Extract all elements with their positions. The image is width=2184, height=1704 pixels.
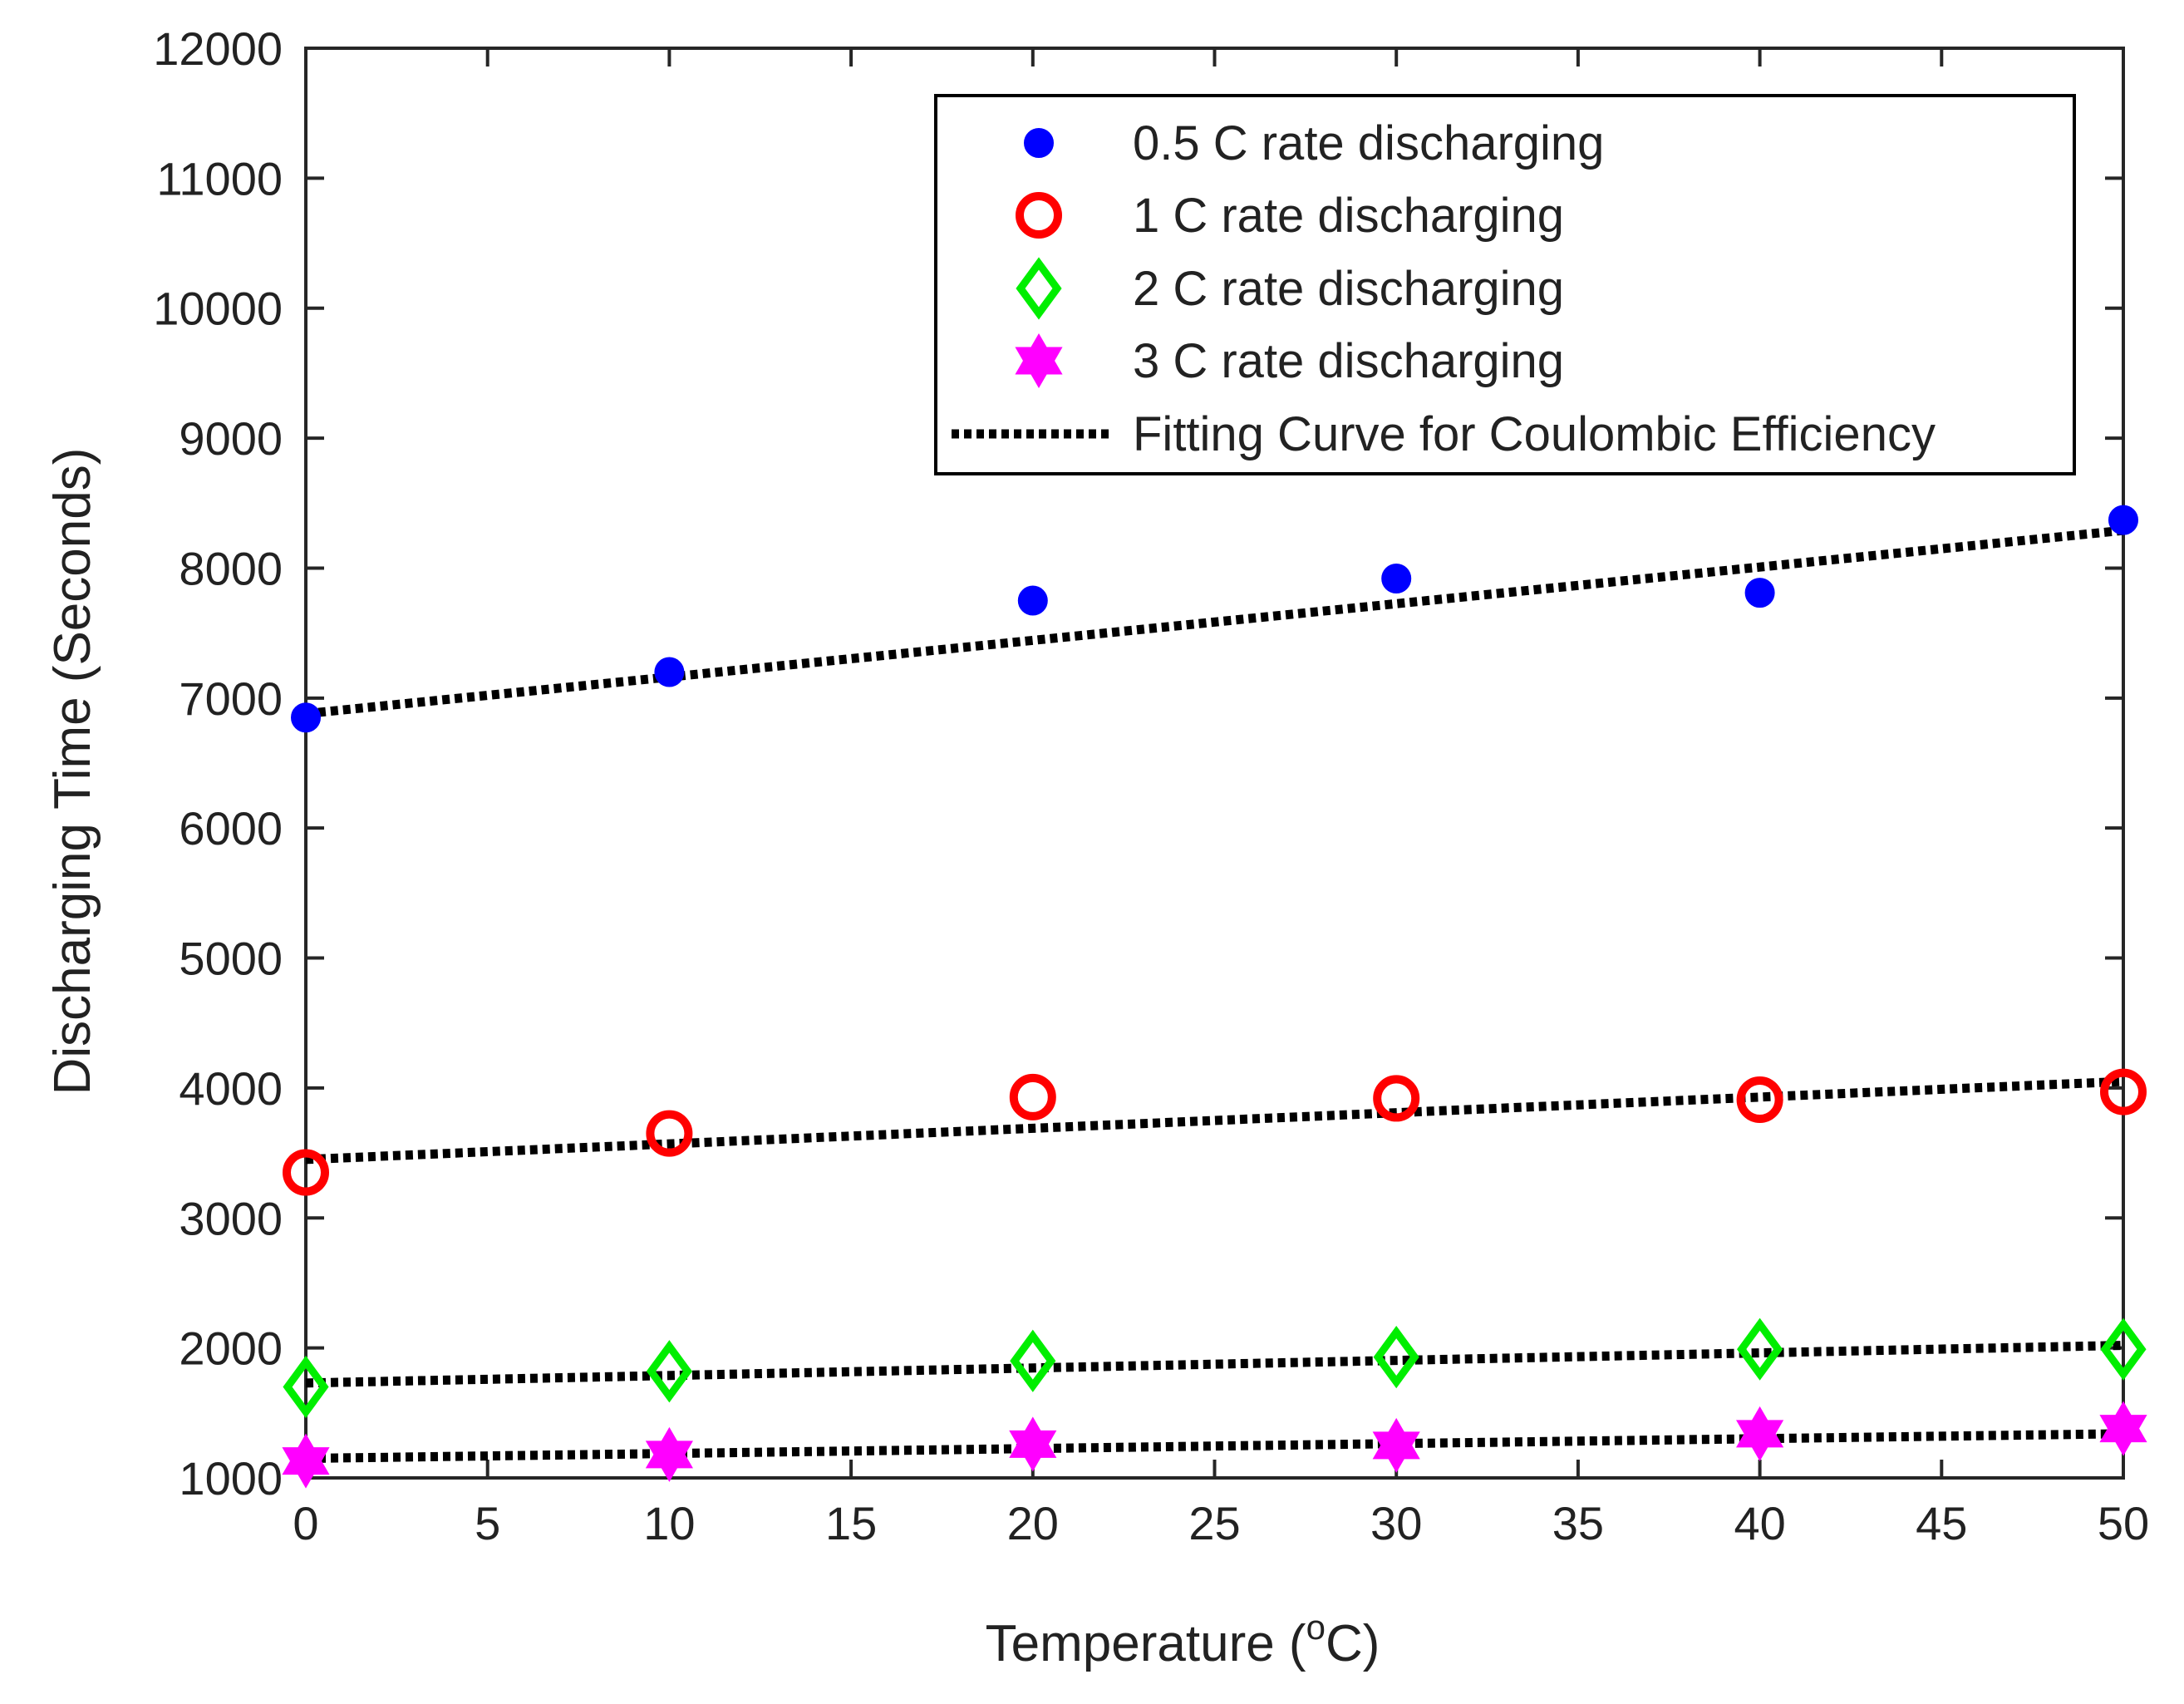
data-point xyxy=(283,1149,329,1196)
data-point xyxy=(1736,1076,1783,1123)
legend-label: 1 C rate discharging xyxy=(1133,189,1564,243)
y-tick-label: 9000 xyxy=(179,412,283,465)
data-markers xyxy=(282,505,2147,1489)
data-point xyxy=(1381,563,1412,593)
y-tick-label: 5000 xyxy=(179,933,283,985)
legend-marker xyxy=(1024,128,1054,158)
x-tick-label: 50 xyxy=(2098,1497,2149,1549)
data-point xyxy=(1736,1406,1784,1461)
x-tick-label: 15 xyxy=(825,1497,877,1549)
x-tick-label: 40 xyxy=(1734,1497,1785,1549)
x-axis: 0 5 10 15 20 25 30 35 40 45 50 xyxy=(293,48,2149,1549)
legend-entry: 1 C rate discharging xyxy=(1016,189,1564,243)
x-tick-label: 0 xyxy=(293,1497,318,1549)
data-point xyxy=(291,702,321,733)
data-point xyxy=(2108,505,2138,535)
legend-marker xyxy=(1015,332,1063,389)
y-axis: 1000 2000 3000 4000 5000 6000 7000 8000 9000 1000… xyxy=(153,22,2123,1505)
y-tick-label: 10000 xyxy=(153,283,283,335)
data-point xyxy=(282,1433,330,1489)
data-point xyxy=(1009,1416,1057,1472)
legend-entry: 3 C rate discharging xyxy=(1015,332,1564,389)
x-axis-title: Temperature (oC) xyxy=(986,1608,1380,1672)
x-tick-label: 10 xyxy=(643,1497,695,1549)
y-axis-title: Discharging Time (Seconds) xyxy=(44,448,101,1096)
x-tick-label: 20 xyxy=(1007,1497,1059,1549)
x-tick-label: 5 xyxy=(475,1497,500,1549)
legend-label: Fitting Curve for Coulombic Efficiency xyxy=(1133,407,1936,461)
y-tick-label: 7000 xyxy=(179,672,283,725)
fit-line xyxy=(305,525,2124,719)
fit-lines xyxy=(305,525,2124,1464)
data-point xyxy=(654,657,685,687)
legend-label: 0.5 C rate discharging xyxy=(1133,116,1604,170)
y-tick-label: 12000 xyxy=(153,22,283,75)
legend-box xyxy=(934,94,2076,475)
legend-entry: 2 C rate discharging xyxy=(1016,257,1564,320)
y-tick-label: 6000 xyxy=(179,802,283,854)
data-point xyxy=(2100,1317,2147,1381)
legend-label: 3 C rate discharging xyxy=(1133,334,1564,388)
y-tick-label: 1000 xyxy=(179,1452,283,1505)
x-tick-label: 25 xyxy=(1188,1497,1240,1549)
data-point xyxy=(645,1426,693,1482)
data-point xyxy=(1373,1075,1420,1122)
data-point xyxy=(646,1340,692,1403)
y-tick-label: 11000 xyxy=(156,152,283,204)
y-tick-label: 3000 xyxy=(179,1192,283,1244)
data-point xyxy=(1372,1417,1420,1473)
legend-label: 2 C rate discharging xyxy=(1133,262,1564,316)
y-tick-label: 8000 xyxy=(179,542,283,594)
x-tick-label: 30 xyxy=(1370,1497,1422,1549)
data-point xyxy=(1017,585,1048,616)
data-point xyxy=(1009,1073,1056,1120)
legend-marker xyxy=(1016,192,1062,239)
y-tick-label: 4000 xyxy=(179,1062,283,1115)
x-tick-label: 45 xyxy=(1916,1497,1967,1549)
data-point xyxy=(1737,1317,1783,1381)
y-tick-label: 2000 xyxy=(179,1322,283,1375)
legend-marker xyxy=(1016,257,1062,320)
data-point xyxy=(2099,1401,2147,1456)
fit-line xyxy=(305,1341,2124,1388)
data-point xyxy=(283,1355,329,1419)
fit-line xyxy=(305,1429,2124,1464)
fit-line xyxy=(305,1076,2124,1165)
x-tick-label: 35 xyxy=(1552,1497,1604,1549)
legend-entry: 0.5 C rate discharging xyxy=(1024,116,1604,170)
data-point xyxy=(1744,578,1775,608)
data-point xyxy=(1010,1329,1056,1392)
data-point xyxy=(2100,1068,2147,1115)
data-point xyxy=(646,1110,693,1157)
legend: 0.5 C rate discharging 1 C rate dischargi… xyxy=(934,94,2076,475)
legend-entry: Fitting Curve for Coulombic Efficiency xyxy=(952,407,1936,461)
data-point xyxy=(1373,1325,1419,1389)
